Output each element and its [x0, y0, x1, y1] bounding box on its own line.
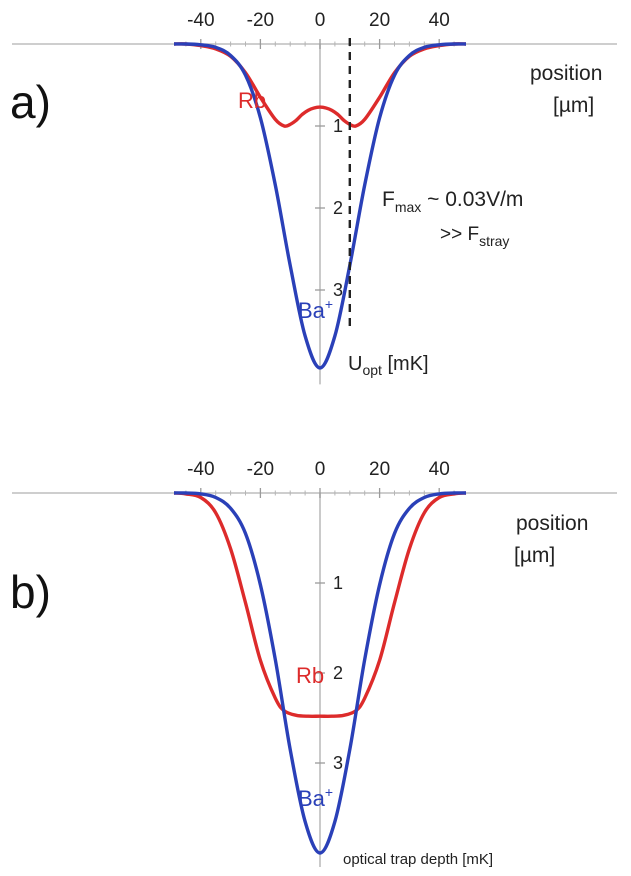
x-axis-label: position	[530, 62, 602, 85]
panel-a: -40 -20 0 20 40 1 2 3 Rb Ba+ position [µm] Uopt [mK]…	[10, 10, 617, 385]
x-tick-label: -20	[247, 10, 274, 31]
annotation-fmax: Fmax ~ 0.03V/m	[382, 188, 523, 215]
series-line-ba	[173, 491, 467, 855]
y-axis-label: optical trap depth [mK]	[343, 851, 493, 868]
annotation-fstray: >> Fstray	[440, 224, 509, 249]
panel-b: -40 -20 0 20 40 1 2 3 Rb Ba+ position [µm] optical t…	[10, 459, 617, 868]
series-label-rb: Rb	[296, 663, 324, 688]
series-label-ba: Ba+	[298, 784, 333, 811]
x-tick-label: -40	[187, 459, 214, 480]
panel-label: a)	[10, 76, 51, 128]
x-axis-label: position	[516, 512, 588, 535]
x-tick-label: 40	[429, 459, 450, 480]
x-tick-label: 20	[369, 459, 390, 480]
x-tick-label: 0	[315, 10, 326, 31]
y-tick-label: 1	[333, 116, 343, 136]
y-tick-label: 1	[333, 573, 343, 593]
series-line-rb	[173, 491, 467, 718]
x-axis-label: [µm]	[514, 544, 555, 567]
y-tick-label: 2	[333, 198, 343, 218]
y-tick-label: 3	[333, 753, 343, 773]
x-tick-label: -40	[187, 10, 214, 31]
y-tick-label: 2	[333, 663, 343, 683]
panel-label: b)	[10, 566, 51, 618]
series-label-ba: Ba+	[298, 296, 333, 323]
series-label-rb: Rb	[238, 88, 266, 113]
x-tick-label: 0	[315, 459, 326, 480]
x-tick-label: 40	[429, 10, 450, 31]
y-axis-label: Uopt [mK]	[348, 353, 429, 378]
series-line-ba	[173, 42, 467, 370]
x-tick-label: 20	[369, 10, 390, 31]
x-axis-label: [µm]	[553, 94, 594, 117]
x-tick-label: -20	[247, 459, 274, 480]
y-tick-label: 3	[333, 280, 343, 300]
